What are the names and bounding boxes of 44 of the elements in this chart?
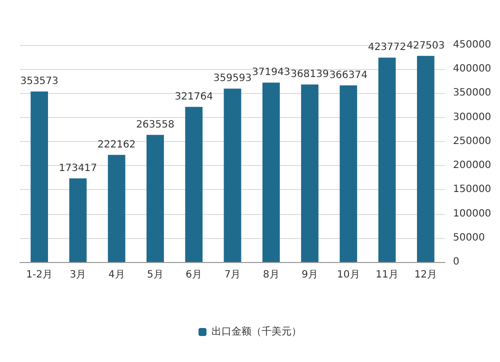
bar <box>69 178 87 262</box>
bar <box>185 106 203 262</box>
bar <box>301 84 318 262</box>
data-label: 368139 <box>290 68 329 80</box>
y-tick-label: 300000 <box>453 112 492 123</box>
data-label: 222162 <box>97 139 136 150</box>
bar <box>30 92 48 262</box>
x-tick-label: 1-2月 <box>26 270 52 280</box>
data-label: 371943 <box>252 67 290 78</box>
bar <box>146 134 164 262</box>
bar <box>262 82 280 262</box>
y-tick-label: 250000 <box>453 136 492 147</box>
y-tick-label: 350000 <box>453 88 492 99</box>
y-tick-label: 150000 <box>453 184 492 196</box>
data-label: 173417 <box>58 162 98 174</box>
bar <box>108 154 126 262</box>
x-tick-label: 9月 <box>302 270 318 280</box>
x-tick-label: 12月 <box>414 270 438 280</box>
bar <box>340 85 358 262</box>
x-tick-label: 4月 <box>108 270 125 280</box>
data-label: 427503 <box>406 40 445 52</box>
y-tick-label: 200000 <box>453 160 492 172</box>
bar <box>378 58 396 262</box>
x-tick-label: 11月 <box>376 270 398 280</box>
x-tick-label: 7月 <box>224 270 241 280</box>
x-tick-label: 10月 <box>337 270 360 280</box>
data-label: 423772 <box>368 42 406 54</box>
y-tick-label: 450000 <box>453 40 492 50</box>
x-tick-label: 3月 <box>70 270 86 280</box>
bar <box>224 88 242 262</box>
x-tick-label: 6月 <box>186 270 202 280</box>
data-label: 359593 <box>213 73 252 84</box>
y-tick-label: 400000 <box>453 64 492 75</box>
x-tick-label: 5月 <box>147 270 164 280</box>
data-label: 366374 <box>329 70 368 81</box>
y-tick-label: 50000 <box>453 232 485 244</box>
x-tick-label: 8月 <box>262 270 280 280</box>
legend-label: 出口金额（千美元） <box>212 326 302 338</box>
data-label: 263558 <box>136 119 174 130</box>
y-tick-label: 100000 <box>453 208 492 220</box>
data-label: 321764 <box>174 91 213 102</box>
data-label: 353573 <box>20 76 58 87</box>
bar <box>416 56 434 262</box>
y-tick-label: 0 <box>453 256 460 268</box>
